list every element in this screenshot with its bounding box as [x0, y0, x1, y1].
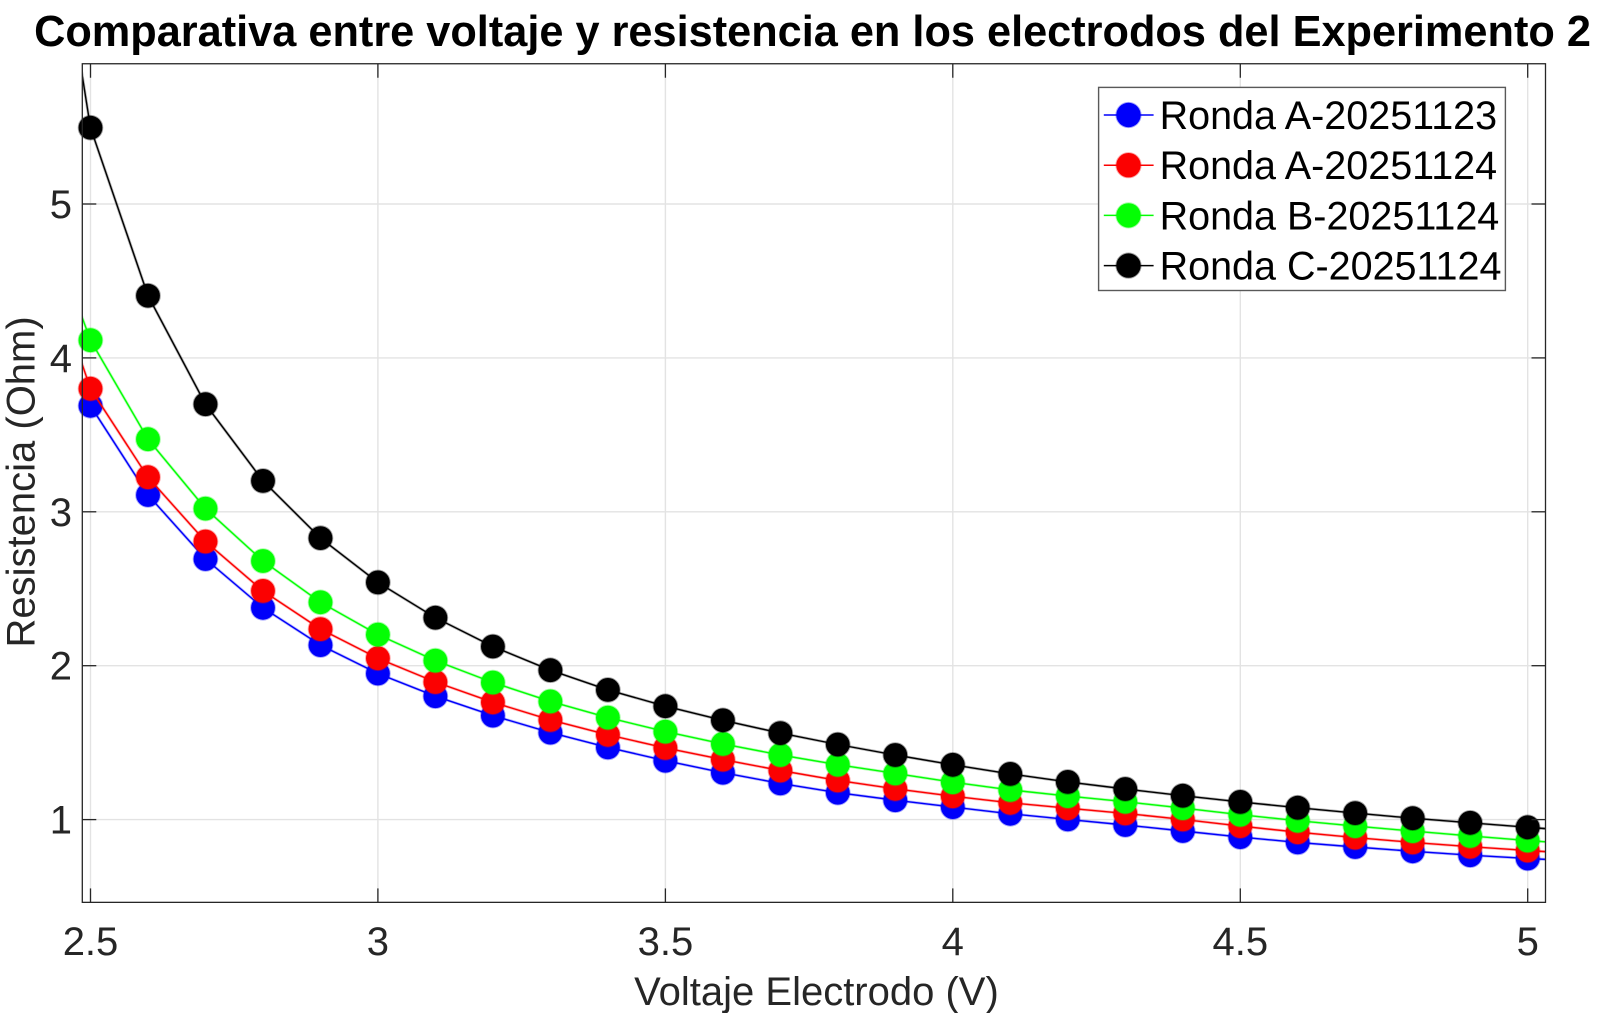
svg-text:4.5: 4.5: [1212, 920, 1268, 964]
svg-text:5: 5: [1517, 920, 1539, 964]
svg-text:4: 4: [50, 337, 72, 381]
svg-text:4: 4: [942, 920, 964, 964]
svg-text:Ronda A-20251123: Ronda A-20251123: [1160, 94, 1498, 138]
svg-text:5: 5: [50, 183, 72, 227]
svg-text:Comparativa entre voltaje y re: Comparativa entre voltaje y resistencia …: [34, 8, 1591, 56]
svg-text:Ronda A-20251124: Ronda A-20251124: [1160, 144, 1498, 188]
svg-text:3: 3: [50, 491, 72, 535]
svg-text:2.5: 2.5: [63, 920, 119, 964]
svg-text:Ronda B-20251124: Ronda B-20251124: [1160, 194, 1500, 238]
svg-text:Voltaje Electrodo (V): Voltaje Electrodo (V): [634, 970, 999, 1013]
svg-text:Ronda C-20251124: Ronda C-20251124: [1160, 245, 1502, 289]
svg-text:3: 3: [367, 920, 389, 964]
svg-text:1: 1: [50, 799, 72, 843]
svg-text:Resistencia (Ohm): Resistencia (Ohm): [0, 316, 43, 647]
svg-text:3.5: 3.5: [638, 920, 694, 964]
svg-text:2: 2: [50, 645, 72, 689]
